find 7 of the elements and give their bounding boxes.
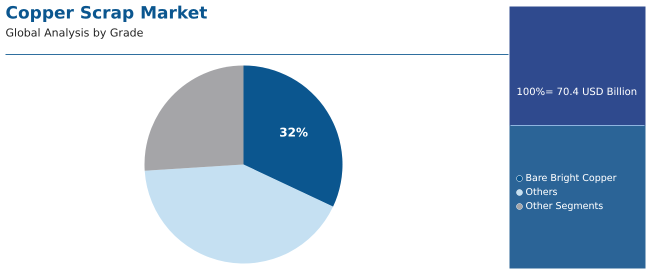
chart-subtitle: Global Analysis by Grade [6, 26, 144, 40]
text: 100%= 70.4 USD Billion [516, 87, 638, 98]
legend-label: Bare Bright Copper [526, 173, 617, 184]
legend-label: Others [526, 187, 558, 198]
legend-label: Other Segments [526, 201, 604, 212]
data-label: 32% [279, 126, 308, 140]
chart-title: Copper Scrap Market [6, 4, 208, 24]
